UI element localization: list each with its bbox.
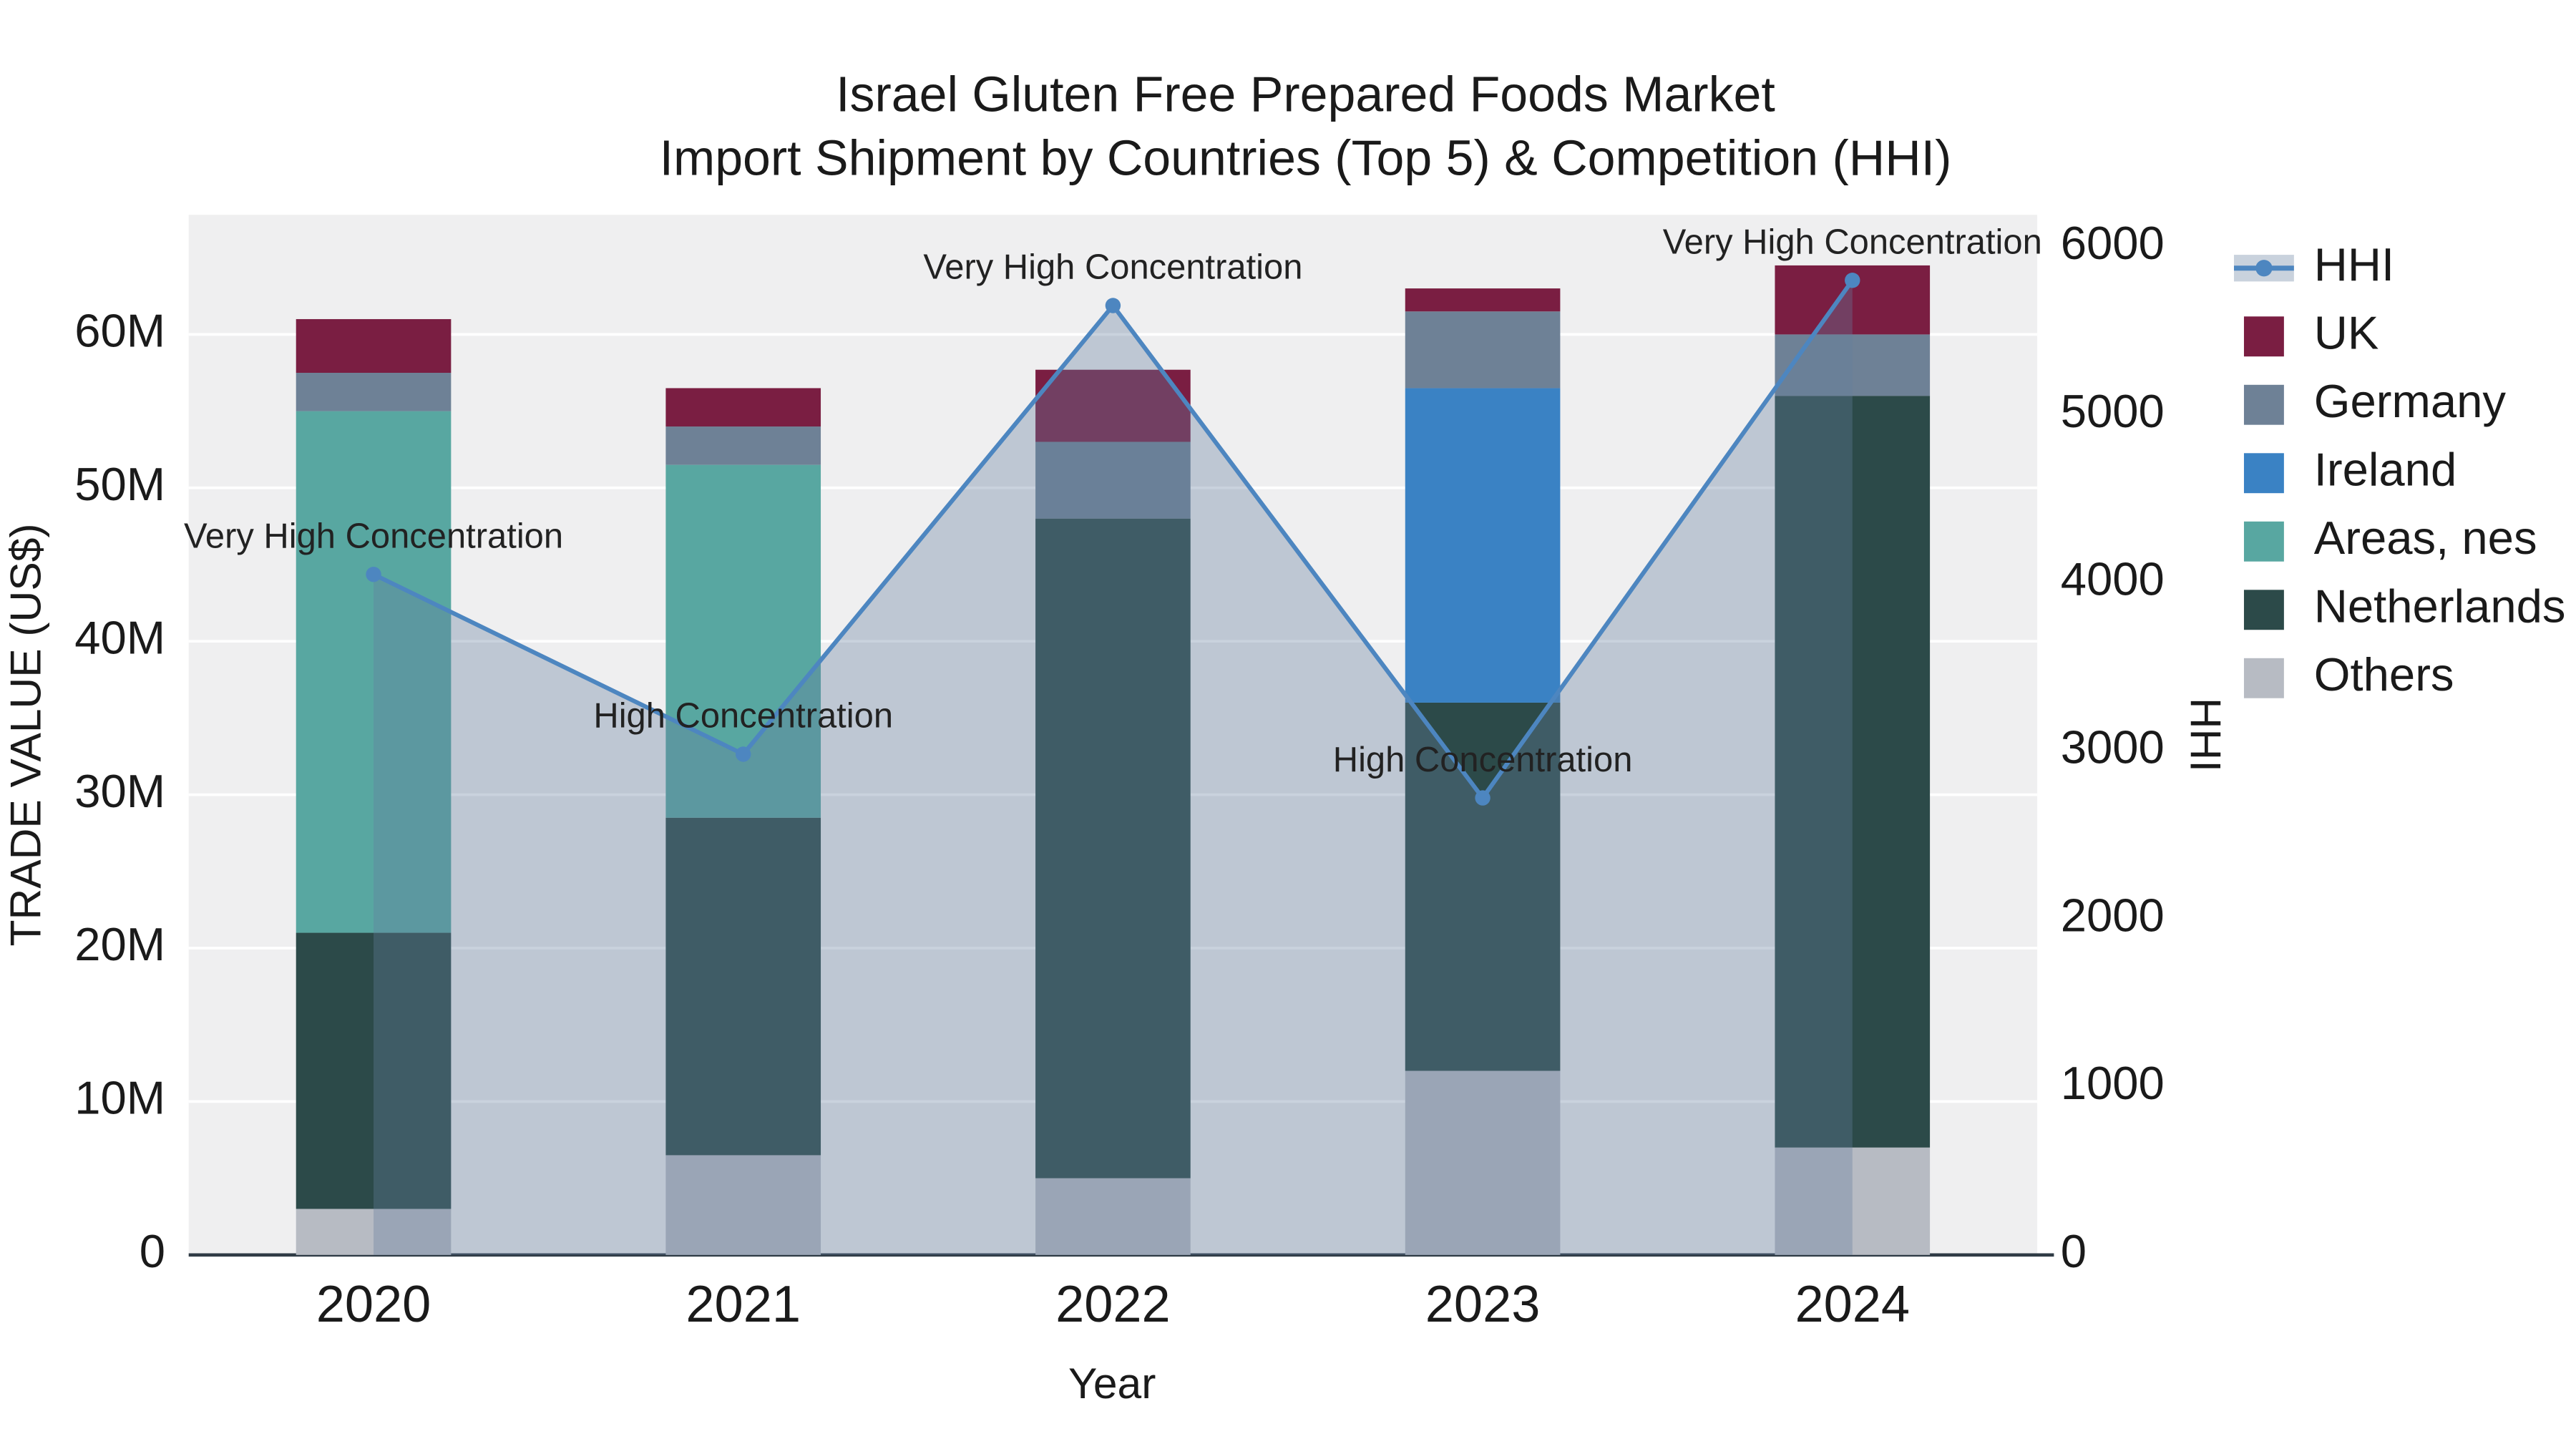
right-tick-0: 0 [2061,1225,2087,1277]
right-tick-1000: 1000 [2061,1057,2165,1109]
left-tick-50M: 50M [74,458,165,510]
bar-segment-germany-2021[interactable] [665,426,821,465]
bar-segment-uk-2021[interactable] [665,387,821,426]
x-tick-2021: 2021 [686,1275,801,1332]
hhi-point-2021[interactable] [736,746,751,762]
hhi-line [366,272,1860,806]
legend-square-swatch [2243,384,2284,425]
hhi-point-2024[interactable] [1845,272,1860,288]
bar-segment-germany-2020[interactable] [296,372,452,411]
bar-segment-netherlands-2021[interactable] [665,817,821,1155]
legend: HHI UK Germany Ireland Areas, nes Netherlands… [2233,238,2566,701]
bar-segment-germany-2024[interactable] [1775,333,1931,396]
legend-item-germany[interactable]: Germany [2243,374,2507,426]
bar-segment-others-2021[interactable] [665,1154,821,1255]
bar-segment-uk-2020[interactable] [296,318,452,373]
left-tick-0: 0 [140,1225,165,1277]
x-tick-2020: 2020 [316,1275,431,1332]
annotation-2023: High Concentration [1333,740,1633,779]
left-axis-title: TRADE VALUE (US$) [1,523,49,946]
legend-label: Ireland [2314,443,2457,495]
legend-item-netherlands[interactable]: Netherlands [2243,580,2566,632]
right-tick-6000: 6000 [2061,217,2165,269]
bar-segment-others-2024[interactable] [1775,1147,1931,1255]
legend-item-hhi[interactable]: HHI [2233,238,2394,290]
x-tick-2024: 2024 [1795,1275,1910,1332]
annotation-2024: Very High Concentration [1663,223,2042,261]
bar-segment-netherlands-2024[interactable] [1775,395,1931,1148]
legend-square-swatch [2243,589,2284,630]
chart-title: Israel Gluten Free Prepared Foods Market [836,66,1775,122]
left-tick-60M: 60M [74,304,165,356]
bar-segment-areas-nes-2020[interactable] [296,411,452,933]
legend-label: UK [2314,306,2379,358]
left-tick-40M: 40M [74,611,165,663]
legend-label: Areas, nes [2314,511,2537,563]
bar-segment-others-2020[interactable] [296,1208,452,1255]
annotations: Very High Concentration High Concentratio… [184,223,2042,779]
hhi-point-2020[interactable] [366,566,381,582]
legend-square-swatch [2243,658,2284,698]
right-tick-5000: 5000 [2061,384,2165,436]
right-axis-title: HHI [2181,697,2230,771]
bar-segment-uk-2022[interactable] [1035,369,1191,441]
annotation-2020: Very High Concentration [184,517,563,555]
annotation-2021: High Concentration [593,696,893,735]
legend-label: HHI [2314,238,2394,290]
bar-segment-uk-2023[interactable] [1405,288,1561,311]
left-tick-10M: 10M [74,1071,165,1123]
bar-segment-netherlands-2022[interactable] [1035,518,1191,1179]
legend-square-swatch [2243,316,2284,356]
hhi-area-polygon [374,280,1853,1255]
right-tick-3000: 3000 [2061,721,2165,773]
bar-segment-ireland-2023[interactable] [1405,387,1561,703]
x-axis-title: Year [1068,1359,1156,1407]
bar-segment-others-2023[interactable] [1405,1070,1561,1255]
axis-ticks: 0 10M 20M 30M 40M 50M 60M 0 1000 2000 3000 4000 5000… [74,217,2165,1333]
legend-item-uk[interactable]: UK [2243,306,2379,358]
x-tick-2023: 2023 [1425,1275,1541,1332]
legend-item-ireland[interactable]: Ireland [2243,443,2457,495]
legend-item-areas-nes[interactable]: Areas, nes [2243,511,2537,563]
legend-square-swatch [2243,521,2284,562]
bar-segment-netherlands-2020[interactable] [296,932,452,1209]
hhi-point-2022[interactable] [1105,297,1121,313]
hhi-area-fill [374,280,1853,1255]
x-tick-2022: 2022 [1055,1275,1171,1332]
chart-subtitle: Import Shipment by Countries (Top 5) & C… [660,130,1952,185]
left-tick-20M: 20M [74,918,165,970]
right-tick-4000: 4000 [2061,552,2165,605]
right-tick-2000: 2000 [2061,889,2165,941]
legend-square-swatch [2243,452,2284,493]
legend-label: Others [2314,648,2454,701]
legend-label: Germany [2314,374,2507,426]
bar-segment-germany-2022[interactable] [1035,441,1191,519]
bar-segment-others-2022[interactable] [1035,1178,1191,1255]
legend-marker-dot [2255,259,2273,276]
annotation-2022: Very High Concentration [923,248,1302,286]
hhi-point-2023[interactable] [1475,789,1491,806]
bar-segment-netherlands-2023[interactable] [1405,702,1561,1071]
stacked-bars [296,265,1931,1255]
legend-label: Netherlands [2314,580,2566,632]
left-tick-30M: 30M [74,764,165,816]
bar-segment-germany-2023[interactable] [1405,311,1561,388]
legend-item-others[interactable]: Others [2243,648,2454,701]
